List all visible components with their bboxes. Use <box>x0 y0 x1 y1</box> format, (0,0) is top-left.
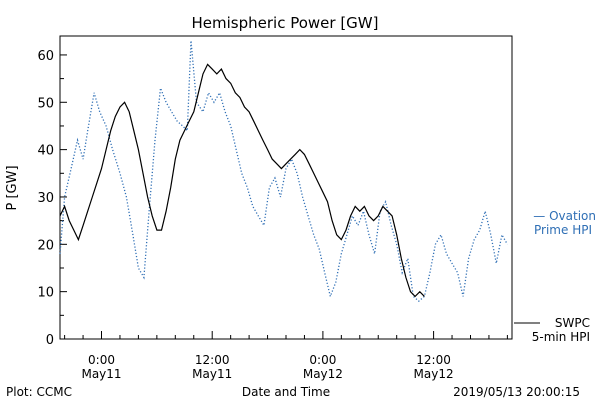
plot-frame <box>59 35 513 340</box>
x-tick-date-0: May11 <box>81 367 121 381</box>
legend-swpc-line2: 5-min HPI <box>532 330 590 344</box>
y-axis: 0 10 20 30 40 50 60 <box>37 49 67 348</box>
series-swpc-line <box>59 63 425 298</box>
chart-title: Hemispheric Power [GW] <box>192 14 379 32</box>
legend-swpc: SWPC 5-min HPI <box>514 316 590 344</box>
y-tick-label-3: 30 <box>37 191 54 206</box>
x-tick-date-1: May11 <box>192 367 232 381</box>
legend-swpc-line1: SWPC <box>555 316 590 330</box>
y-tick-label-5: 50 <box>37 96 54 111</box>
series-ovation-prime-line <box>59 40 508 302</box>
x-axis-label: Date and Time <box>242 385 330 399</box>
y-tick-label-1: 10 <box>37 286 54 301</box>
series-layer <box>59 40 508 302</box>
legend-ovation-line2: Prime HPI <box>534 223 592 237</box>
legend-ovation: — Ovation Prime HPI <box>533 209 596 237</box>
x-tick-time-2: 0:00 <box>309 353 336 367</box>
legend-ovation-line1: — Ovation <box>533 209 596 223</box>
x-tick-time-3: 12:00 <box>416 353 451 367</box>
x-tick-time-0: 0:00 <box>88 353 115 367</box>
y-tick-label-2: 20 <box>37 238 54 253</box>
footer-source: Plot: CCMC <box>6 385 72 399</box>
x-tick-time-1: 12:00 <box>195 353 230 367</box>
y-tick-label-4: 40 <box>37 144 54 159</box>
y-tick-label-0: 0 <box>46 333 54 348</box>
x-tick-date-3: May12 <box>414 367 454 381</box>
footer-timestamp: 2019/05/13 20:00:15 <box>453 385 580 399</box>
x-tick-date-2: May12 <box>303 367 343 381</box>
y-tick-label-6: 60 <box>37 49 54 64</box>
y-axis-label: P [GW] <box>5 165 20 210</box>
